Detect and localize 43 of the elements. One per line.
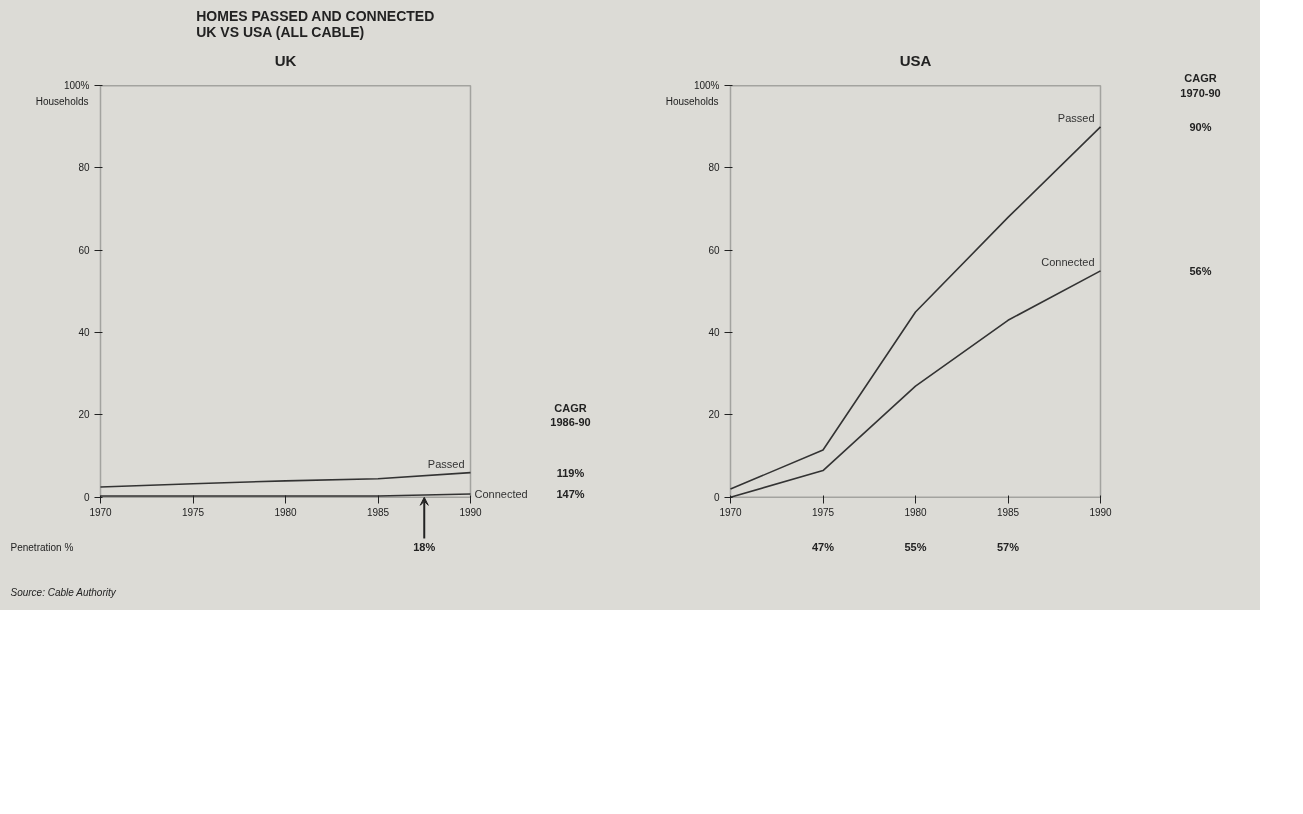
text: Penetration % [10,541,74,553]
y-tick-label: 60 [78,244,90,256]
x-tick-label: 1985 [996,507,1020,519]
x-tick-label: 1975 [811,507,835,519]
series-label: Passed [1057,111,1095,124]
x-tick-label: 1970 [89,507,113,519]
text: 90% [1189,120,1212,133]
text: CAGR 1986-90 [550,401,591,429]
series-label: Connected [474,488,528,501]
text: 47% [811,541,835,554]
x-tick-label: 1980 [904,507,928,519]
y-tick-label: 100% [63,80,90,92]
y-tick-label: 0 [83,491,90,503]
text: CAGR 1970-90 [1180,72,1221,99]
y-tick-label: 80 [78,162,90,174]
y-tick-label: 60 [708,244,720,256]
source-note: Source: Cable Authority [10,586,117,598]
text: 56% [1189,264,1212,277]
annotation: 18% [413,541,436,554]
text: 57% [996,541,1020,554]
series-label: Passed [427,457,465,470]
x-tick-label: 1990 [459,507,483,519]
chart-title: HOMES PASSED AND CONNECTED UK VS USA (ALL CABLE) [196,7,435,40]
x-tick-label: 1990 [1089,507,1113,519]
x-tick-label: 1975 [181,507,205,519]
y-tick-label: 0 [713,491,720,503]
text: 55% [904,541,927,554]
text: 147% [556,488,585,501]
chart-subtitle: UK [274,52,297,70]
series-label: Connected [1041,255,1095,268]
text: 119% [556,466,585,479]
x-tick-label: 1970 [719,507,743,519]
y-tick-label: 20 [78,409,90,421]
y-axis-title: Households [35,96,89,108]
y-tick-label: 20 [708,409,720,421]
y-tick-label: 40 [78,327,90,339]
y-axis-title: Households [665,96,719,108]
y-tick-label: 80 [708,162,720,174]
y-tick-label: 100% [693,80,720,92]
x-tick-label: 1985 [366,507,390,519]
x-tick-label: 1980 [274,507,298,519]
chart-subtitle: USA [899,52,932,70]
y-tick-label: 40 [708,327,720,339]
